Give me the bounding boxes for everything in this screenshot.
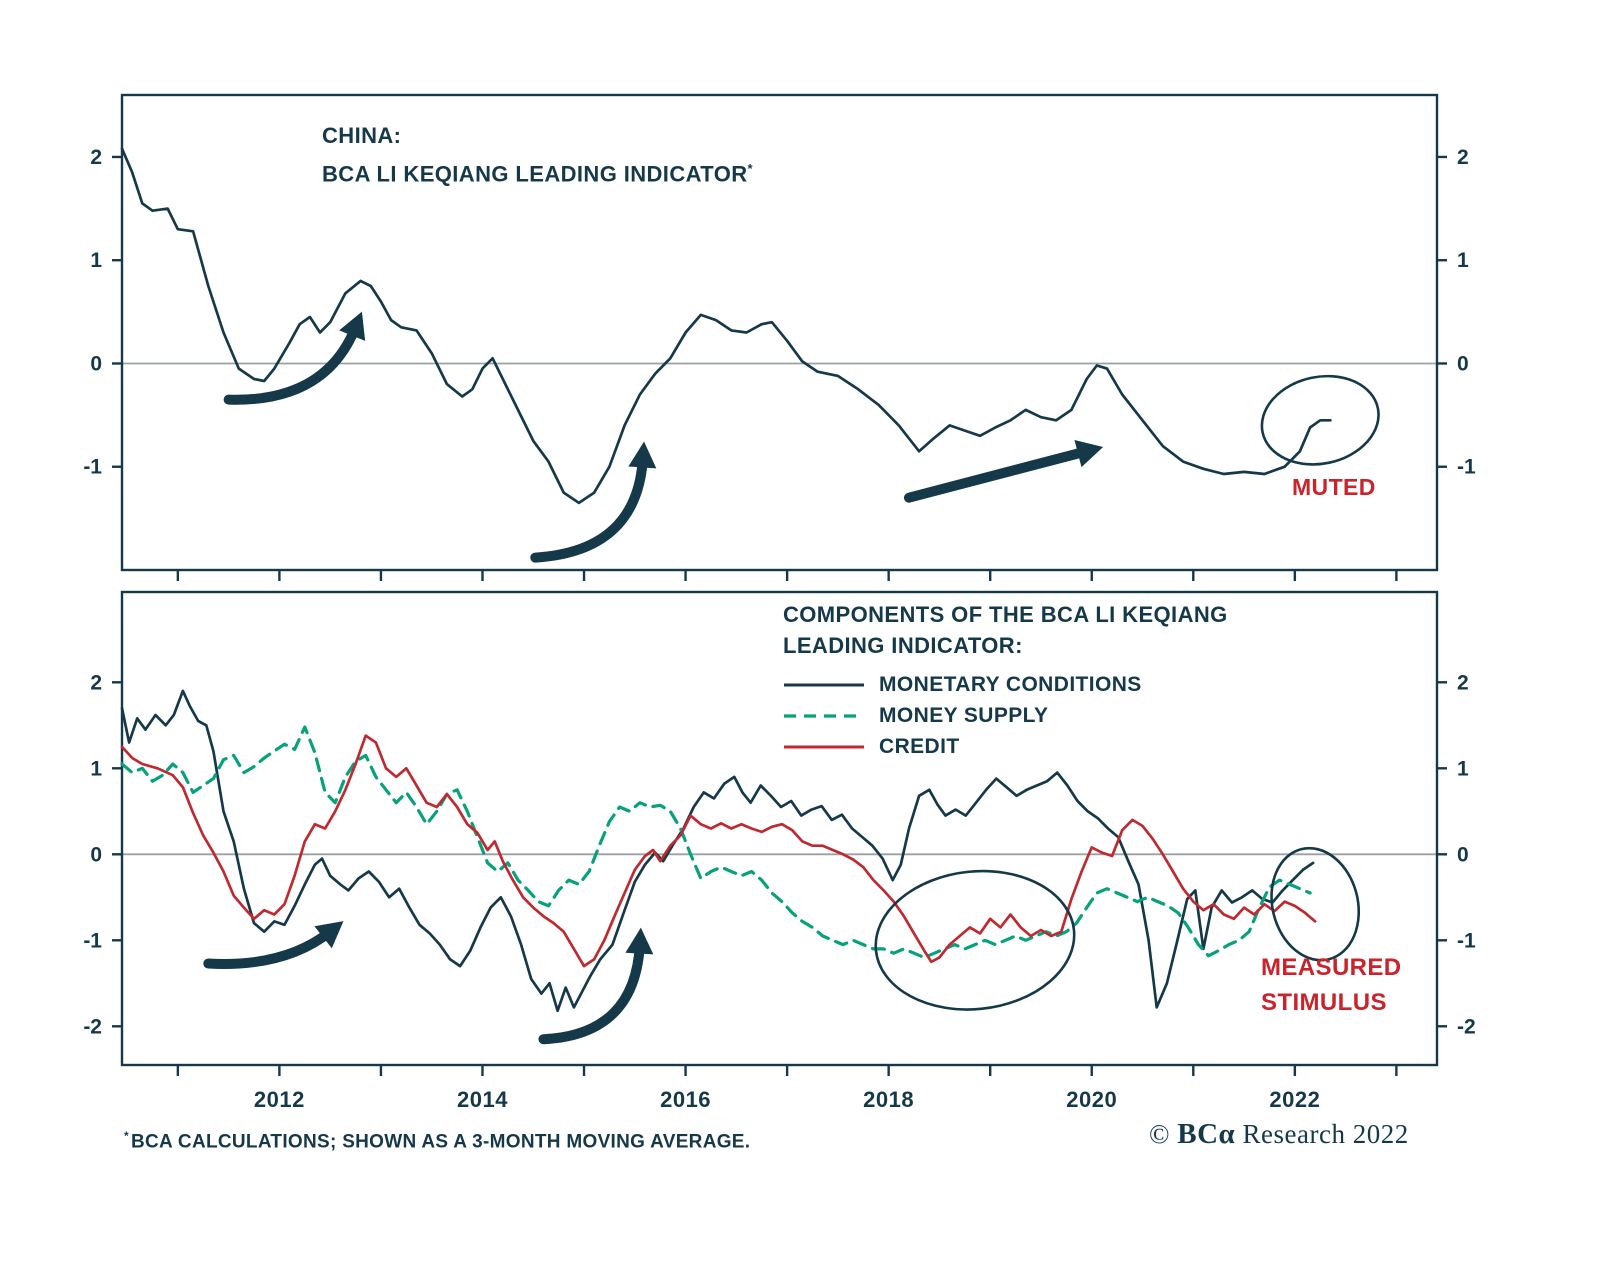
annotation-muted: MUTED [1292, 474, 1376, 500]
series-monetary-conditions [120, 689, 1315, 1013]
y-tick-label-right: 2 [1457, 146, 1469, 169]
y-tick-label-left: 0 [90, 352, 102, 375]
chart-title-footnote-marker: * [747, 161, 753, 176]
chart-title-line2: BCA LI KEQIANG LEADING INDICATOR* [322, 152, 753, 190]
footnote: * BCA CALCULATIONS; SHOWN AS A 3-MONTH MO… [124, 1129, 750, 1153]
y-tick-label-left: -1 [83, 456, 102, 479]
trend-arrow [530, 453, 648, 563]
y-tick-label-left: -1 [83, 929, 102, 952]
trend-arrow-head-icon [1074, 439, 1104, 468]
legend-sample-solid-dark-icon [784, 683, 864, 686]
trend-arrow [223, 322, 361, 405]
chart-title-line2-text: BCA LI KEQIANG LEADING INDICATOR [322, 161, 748, 187]
chart-title: CHINA: BCA LI KEQIANG LEADING INDICATOR* [322, 119, 753, 190]
legend-title: COMPONENTS OF THE BCA LI KEQIANG LEADING… [783, 599, 1228, 661]
legend-item-monetary-conditions: MONETARY CONDITIONS [783, 669, 1228, 700]
panel-border [120, 93, 1439, 572]
legend-sample-dashed-green-icon [784, 713, 864, 718]
trend-arrow-head-icon [339, 311, 366, 341]
footnote-text: BCA CALCULATIONS; SHOWN AS A 3-MONTH MOV… [130, 1131, 751, 1153]
y-tick-label-right: -2 [1457, 1015, 1476, 1038]
x-tick-label: 2018 [863, 1087, 914, 1112]
trend-arrow-head-icon [625, 927, 654, 955]
chart-panel-li-keqiang-components: 2 2 1 1 0 0 -1 -1 -2 -2 2012 2014 2016 2018 2020 2022 [83, 590, 1476, 1112]
highlight-ellipse [1270, 846, 1361, 962]
x-tick-label: 2012 [254, 1087, 305, 1112]
highlight-ellipse [1260, 374, 1380, 466]
y-tick-label-right: -1 [1457, 929, 1476, 952]
legend-rows: MONETARY CONDITIONS MONEY SUPPLY CREDIT [783, 669, 1228, 762]
series-money-supply [120, 725, 1312, 960]
highlight-ellipse [874, 869, 1076, 1011]
y-tick-label-right: -1 [1457, 456, 1476, 479]
y-tick-label-left: 0 [90, 843, 102, 866]
brand-copyright: © [1149, 1119, 1178, 1149]
brand-logo-text: BCα [1177, 1118, 1236, 1150]
legend: COMPONENTS OF THE BCA LI KEQIANG LEADING… [783, 599, 1228, 762]
trend-arrow [903, 446, 1092, 503]
brand-year: 2022 [1352, 1119, 1409, 1149]
y-tick-label-left: -2 [83, 1015, 102, 1038]
annotation-measured-line1: MEASURED [1261, 954, 1402, 981]
y-tick-label-left: 2 [90, 146, 102, 169]
x-tick-label: 2014 [457, 1087, 508, 1112]
footnote-marker: * [124, 1129, 129, 1143]
y-tick-label-left: 2 [90, 671, 102, 694]
chart-title-line1: CHINA: [322, 123, 402, 148]
trend-arrow-head-icon [628, 441, 657, 469]
trend-arrow [203, 926, 336, 969]
y-tick-label-right: 1 [1457, 249, 1469, 272]
x-tick-label: 2022 [1269, 1087, 1320, 1112]
x-tick-label: 2016 [660, 1087, 711, 1112]
y-tick-label-right: 0 [1457, 843, 1469, 866]
annotation-measured-line2: STIMULUS [1261, 989, 1387, 1016]
x-tick-label: 2020 [1066, 1087, 1117, 1112]
series-bca-li-keqiang-leading-indicator [120, 147, 1332, 505]
series-credit [120, 734, 1317, 968]
legend-label-credit: CREDIT [879, 734, 960, 758]
brand-word: Research [1235, 1119, 1353, 1149]
legend-sample-solid-red-icon [784, 745, 864, 748]
y-tick-label-right: 1 [1457, 757, 1469, 780]
y-tick-label-right: 2 [1457, 671, 1469, 694]
legend-label-money-supply: MONEY SUPPLY [879, 703, 1049, 727]
y-tick-label-left: 1 [90, 757, 102, 780]
panel-border [120, 590, 1439, 1067]
y-tick-label-left: 1 [90, 249, 102, 272]
trend-arrow [538, 939, 645, 1045]
chart-panel-li-keqiang-indicator: 2 2 1 1 0 0 -1 -1 [83, 93, 1476, 581]
legend-title-line1: COMPONENTS OF THE BCA LI KEQIANG [783, 602, 1228, 627]
trend-arrow-head-icon [314, 921, 344, 949]
legend-item-credit: CREDIT [783, 731, 1228, 762]
y-tick-label-right: 0 [1457, 352, 1469, 375]
brand-credit: © BCα Research 2022 [1149, 1118, 1409, 1151]
annotation-measured-stimulus: MEASURED STIMULUS [1261, 950, 1402, 1020]
legend-label-monetary-conditions: MONETARY CONDITIONS [879, 672, 1142, 696]
legend-item-money-supply: MONEY SUPPLY [783, 700, 1228, 731]
legend-title-line2: LEADING INDICATOR: [783, 633, 1023, 658]
